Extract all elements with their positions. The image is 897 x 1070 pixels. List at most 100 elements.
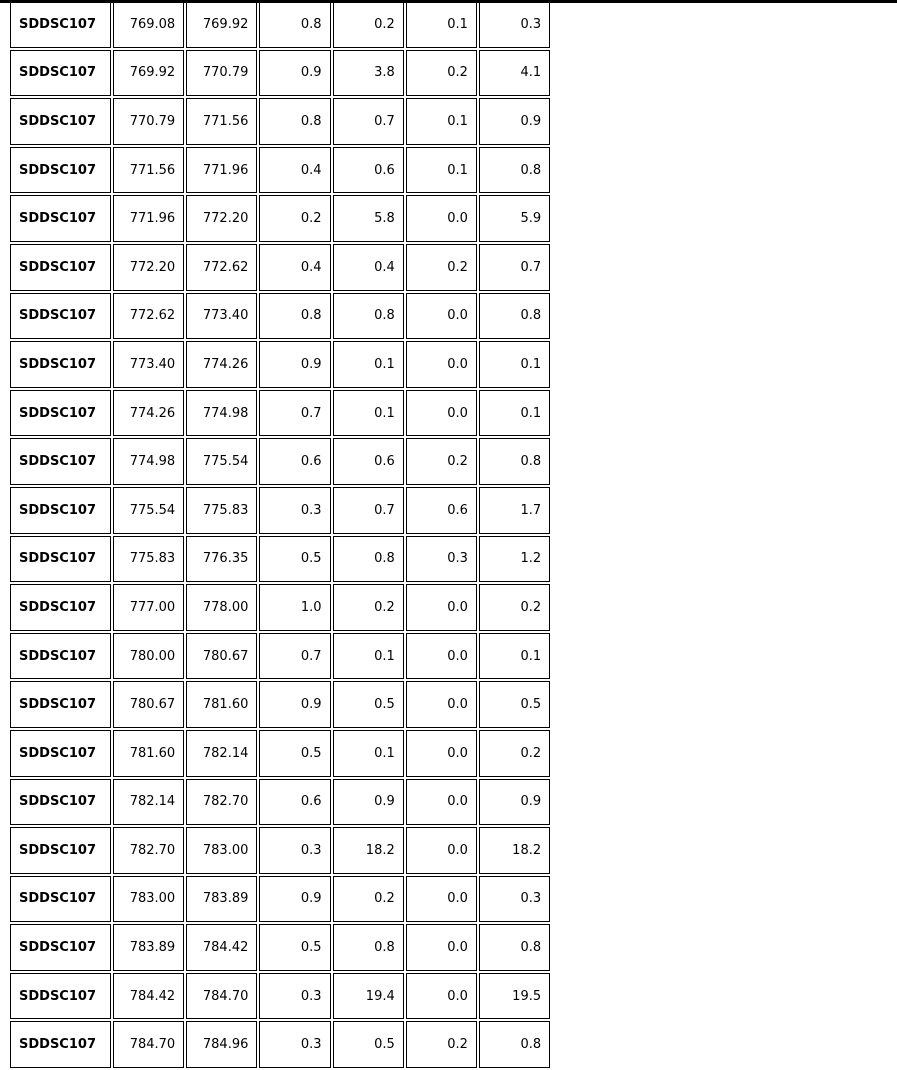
cell-hole-id: SDDSC107 — [10, 681, 111, 728]
cell-value-3: 0.3 — [405, 535, 477, 583]
cell-value-2: 0.7 — [332, 98, 404, 145]
table-row: SDDSC107 783.89 784.42 0.5 0.8 0.0 0.8 — [10, 924, 551, 971]
cell-to: 771.56 — [186, 98, 258, 145]
cell-to: 784.70 — [186, 972, 258, 1020]
table-row: SDDSC107 780.00 780.67 0.7 0.1 0.0 0.1 — [10, 632, 551, 680]
cell-hole-id: SDDSC107 — [10, 389, 111, 437]
cell-value-4: 5.9 — [478, 195, 551, 242]
cell-value-1: 0.7 — [259, 389, 331, 437]
cell-value-3: 0.0 — [405, 341, 477, 388]
cell-from: 781.60 — [113, 729, 185, 777]
cell-from: 769.92 — [113, 49, 185, 97]
cell-value-4: 0.8 — [478, 1021, 551, 1069]
table-row: SDDSC107 782.70 783.00 0.3 18.2 0.0 18.2 — [10, 827, 551, 874]
cell-value-3: 0.0 — [405, 778, 477, 826]
cell-hole-id: SDDSC107 — [10, 827, 111, 874]
cell-from: 769.08 — [113, 1, 185, 48]
cell-value-3: 0.1 — [405, 98, 477, 145]
cell-from: 773.40 — [113, 341, 185, 388]
cell-from: 784.70 — [113, 1021, 185, 1069]
cell-to: 776.35 — [186, 535, 258, 583]
cell-from: 783.00 — [113, 875, 185, 923]
cell-value-2: 0.1 — [332, 341, 404, 388]
cell-from: 784.42 — [113, 972, 185, 1020]
table-row: SDDSC107 774.26 774.98 0.7 0.1 0.0 0.1 — [10, 389, 551, 437]
cell-value-2: 0.8 — [332, 535, 404, 583]
cell-from: 780.67 — [113, 681, 185, 728]
cell-value-4: 0.2 — [478, 584, 551, 631]
cell-to: 782.14 — [186, 729, 258, 777]
cell-value-3: 0.1 — [405, 1, 477, 48]
cell-value-1: 0.9 — [259, 875, 331, 923]
cell-hole-id: SDDSC107 — [10, 1, 111, 48]
cell-from: 780.00 — [113, 632, 185, 680]
cell-hole-id: SDDSC107 — [10, 49, 111, 97]
cell-hole-id: SDDSC107 — [10, 584, 111, 631]
cell-value-2: 5.8 — [332, 195, 404, 242]
cell-from: 770.79 — [113, 98, 185, 145]
cell-value-2: 0.5 — [332, 681, 404, 728]
cell-value-4: 0.8 — [478, 146, 551, 194]
cell-hole-id: SDDSC107 — [10, 924, 111, 971]
table-row: SDDSC107 784.42 784.70 0.3 19.4 0.0 19.5 — [10, 972, 551, 1020]
cell-value-2: 0.1 — [332, 389, 404, 437]
cell-value-4: 0.1 — [478, 632, 551, 680]
cell-value-3: 0.0 — [405, 729, 477, 777]
table-row: SDDSC107 769.08 769.92 0.8 0.2 0.1 0.3 — [10, 1, 551, 48]
cell-to: 771.96 — [186, 146, 258, 194]
cell-value-2: 0.1 — [332, 632, 404, 680]
cell-value-2: 0.2 — [332, 1, 404, 48]
cell-value-1: 0.5 — [259, 729, 331, 777]
cell-value-3: 0.0 — [405, 681, 477, 728]
cell-value-2: 0.6 — [332, 438, 404, 485]
cell-value-4: 0.2 — [478, 729, 551, 777]
cell-to: 781.60 — [186, 681, 258, 728]
cell-to: 783.89 — [186, 875, 258, 923]
table-row: SDDSC107 781.60 782.14 0.5 0.1 0.0 0.2 — [10, 729, 551, 777]
cell-value-4: 0.8 — [478, 438, 551, 485]
cell-value-4: 0.1 — [478, 389, 551, 437]
data-table: SDDSC107 769.08 769.92 0.8 0.2 0.1 0.3 S… — [8, 0, 552, 1070]
cell-to: 770.79 — [186, 49, 258, 97]
cell-value-1: 0.7 — [259, 632, 331, 680]
cell-value-1: 0.6 — [259, 438, 331, 485]
cell-from: 782.70 — [113, 827, 185, 874]
cell-value-1: 0.4 — [259, 146, 331, 194]
cell-value-2: 0.2 — [332, 584, 404, 631]
table-row: SDDSC107 775.54 775.83 0.3 0.7 0.6 1.7 — [10, 486, 551, 534]
cell-value-1: 0.3 — [259, 1021, 331, 1069]
cell-to: 778.00 — [186, 584, 258, 631]
cell-value-2: 19.4 — [332, 972, 404, 1020]
cell-value-3: 0.0 — [405, 584, 477, 631]
cell-from: 772.62 — [113, 292, 185, 340]
cell-value-4: 0.9 — [478, 98, 551, 145]
cell-to: 772.20 — [186, 195, 258, 242]
cell-to: 783.00 — [186, 827, 258, 874]
table-row: SDDSC107 772.62 773.40 0.8 0.8 0.0 0.8 — [10, 292, 551, 340]
cell-value-2: 0.8 — [332, 924, 404, 971]
cell-value-3: 0.1 — [405, 146, 477, 194]
cell-value-3: 0.0 — [405, 292, 477, 340]
cell-value-4: 18.2 — [478, 827, 551, 874]
cell-value-2: 18.2 — [332, 827, 404, 874]
cell-value-3: 0.0 — [405, 389, 477, 437]
cell-hole-id: SDDSC107 — [10, 875, 111, 923]
cell-hole-id: SDDSC107 — [10, 1021, 111, 1069]
cell-value-4: 0.8 — [478, 292, 551, 340]
cell-to: 784.96 — [186, 1021, 258, 1069]
cell-to: 774.98 — [186, 389, 258, 437]
cell-to: 769.92 — [186, 1, 258, 48]
cell-to: 774.26 — [186, 341, 258, 388]
cell-value-3: 0.2 — [405, 49, 477, 97]
cell-hole-id: SDDSC107 — [10, 292, 111, 340]
cell-value-4: 0.3 — [478, 1, 551, 48]
table-row: SDDSC107 771.96 772.20 0.2 5.8 0.0 5.9 — [10, 195, 551, 242]
cell-value-1: 0.3 — [259, 972, 331, 1020]
cell-from: 782.14 — [113, 778, 185, 826]
cell-value-2: 0.4 — [332, 243, 404, 291]
cell-value-1: 0.3 — [259, 486, 331, 534]
table-row: SDDSC107 771.56 771.96 0.4 0.6 0.1 0.8 — [10, 146, 551, 194]
cell-value-1: 0.8 — [259, 1, 331, 48]
cell-value-2: 3.8 — [332, 49, 404, 97]
table-row: SDDSC107 774.98 775.54 0.6 0.6 0.2 0.8 — [10, 438, 551, 485]
